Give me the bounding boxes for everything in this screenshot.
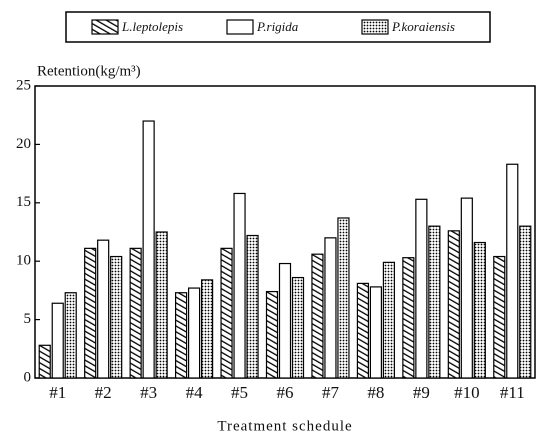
bar [129,247,142,379]
bar [415,198,428,379]
bar [110,255,123,379]
bar [38,344,51,379]
bar [428,225,441,379]
bar [64,292,77,379]
legend-box [65,11,491,43]
y-tick-label: 10 [16,253,31,269]
bar [493,255,506,379]
legend-swatch [361,19,389,35]
y-tick-label: 0 [24,369,32,385]
x-tick-label: #5 [231,383,248,402]
x-tick-label: #6 [277,383,294,402]
bar [246,234,259,379]
bar [233,192,246,379]
x-tick-label: #3 [140,383,157,402]
bar [84,247,97,379]
y-tick-label: 15 [16,194,31,210]
bar [369,286,383,379]
bar [200,279,214,379]
bar [447,230,460,379]
legend-label: P.koraiensis [391,19,455,34]
bar [473,241,486,379]
bar [324,237,337,379]
legend-label: P.rigida [256,19,299,34]
bar [506,163,519,379]
y-tick-label: 25 [16,77,31,93]
x-tick-label: #4 [186,383,204,402]
x-tick-label: #10 [454,383,480,402]
bar [155,231,168,379]
bar [402,257,415,379]
x-tick-label: #9 [413,383,430,402]
legend-swatch [226,19,254,35]
x-tick-label: #1 [49,383,66,402]
bar [220,247,233,379]
bar [311,253,324,379]
bar [519,225,532,379]
y-tick-label: 20 [16,136,31,152]
bar [187,287,201,379]
bar [382,261,396,379]
bar [278,262,292,379]
y-axis-label: Retention(kg/m³) [37,63,141,79]
legend-label: L.leptolepis [121,19,183,34]
bar [460,197,473,379]
x-tick-label: #8 [367,383,384,402]
bar [265,290,279,379]
x-tick-label: #11 [500,383,525,402]
bar [51,302,64,379]
bar [174,292,188,379]
x-tick-label: #7 [322,383,340,402]
bar [356,282,370,379]
x-tick-label: #2 [95,383,112,402]
bar [337,217,350,379]
bar [97,239,110,379]
legend-swatch [91,19,119,35]
bar [291,276,305,379]
y-tick-label: 5 [24,311,32,327]
x-axis-label: Treatment schedule [217,418,352,434]
bar [142,120,155,379]
